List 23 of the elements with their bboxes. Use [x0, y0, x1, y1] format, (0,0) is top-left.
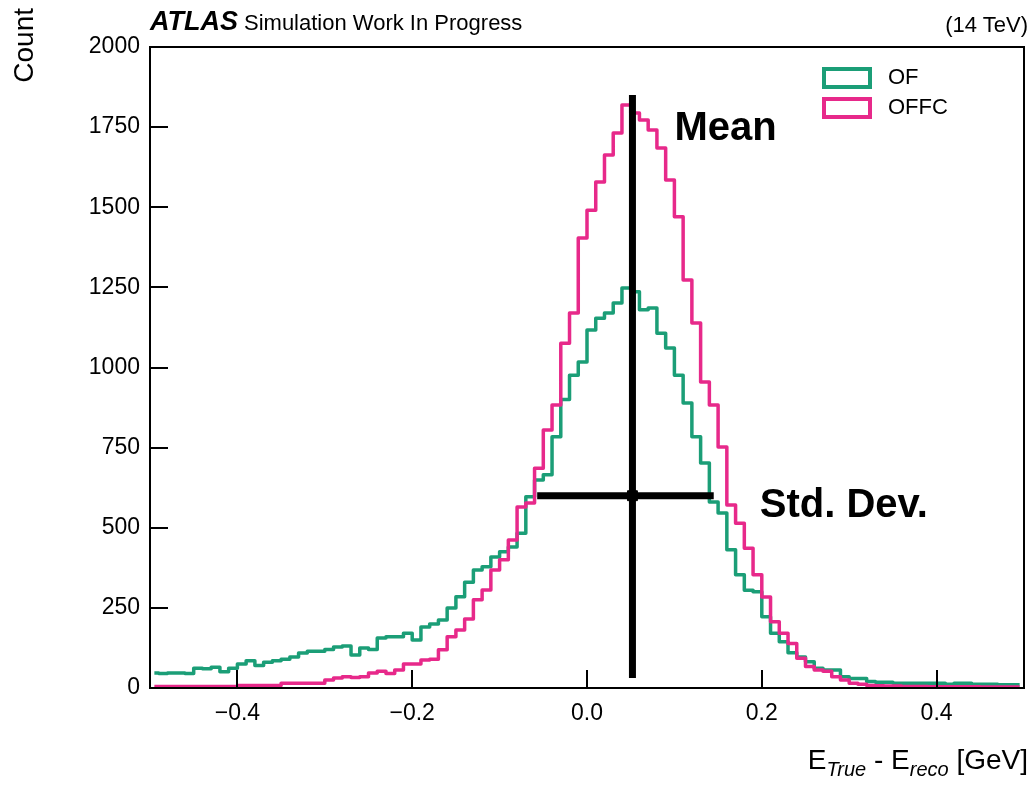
- y-tick-label: 1500: [88, 192, 140, 219]
- y-axis-title: Count: [8, 8, 40, 83]
- y-tick-label: 0: [127, 673, 140, 700]
- legend-label: OFFC: [888, 94, 948, 120]
- y-tick-label: 1000: [88, 352, 140, 379]
- x-axis-title: E$_{True}$ - E$_{reco}$ [GeV]: [807, 744, 1028, 781]
- y-tick-label: 750: [101, 432, 140, 459]
- x-tick-label: 0.4: [920, 699, 953, 726]
- y-tick-label: 1750: [88, 112, 140, 139]
- y-tick-label: 500: [101, 513, 140, 540]
- y-tick-label: 250: [101, 593, 140, 620]
- ref-line-label: Mean: [674, 104, 777, 149]
- chart-subtitle: Simulation Work In Progress: [244, 10, 523, 35]
- chart-title: ATLAS: [150, 6, 238, 36]
- annotation: Std. Dev.: [759, 480, 928, 525]
- x-tick-label: −0.2: [389, 699, 435, 726]
- text: (14 TeV): [945, 12, 1028, 38]
- x-tick-label: 0.0: [571, 699, 603, 726]
- x-tick-label: 0.2: [745, 699, 778, 726]
- y-tick-label: 2000: [88, 32, 140, 59]
- y-tick-label: 1250: [88, 272, 140, 299]
- x-tick-label: −0.4: [214, 699, 261, 726]
- legend-label: OF: [888, 64, 919, 90]
